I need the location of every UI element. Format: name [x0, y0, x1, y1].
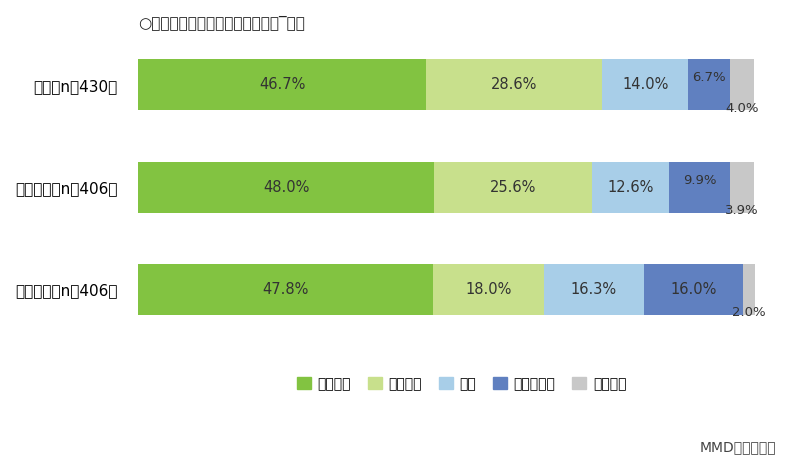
Text: 18.0%: 18.0%	[465, 282, 511, 297]
Bar	[138, 59, 426, 110]
Bar	[730, 59, 754, 110]
Text: 48.0%: 48.0%	[263, 180, 310, 194]
Text: 28.6%: 28.6%	[491, 77, 538, 92]
Bar	[670, 162, 730, 213]
Bar	[426, 59, 602, 110]
Text: 16.0%: 16.0%	[670, 282, 717, 297]
Text: 2.0%: 2.0%	[732, 306, 766, 319]
Text: 9.9%: 9.9%	[683, 174, 717, 187]
Bar	[602, 59, 688, 110]
Text: 16.3%: 16.3%	[570, 282, 617, 297]
Bar	[138, 162, 434, 213]
Text: ○日々の食事内容、昼食（単数）‾国別: ○日々の食事内容、昼食（単数）‾国別	[138, 15, 306, 30]
Text: 25.6%: 25.6%	[490, 180, 536, 194]
Bar	[433, 264, 543, 315]
Text: 12.6%: 12.6%	[607, 180, 654, 194]
Bar	[138, 264, 433, 315]
Text: 47.8%: 47.8%	[262, 282, 309, 297]
Bar	[644, 264, 742, 315]
Text: MMD研究所調べ: MMD研究所調べ	[699, 440, 776, 454]
Text: 14.0%: 14.0%	[622, 77, 668, 92]
Bar	[742, 264, 755, 315]
Text: 3.9%: 3.9%	[726, 204, 759, 217]
Text: 46.7%: 46.7%	[259, 77, 306, 92]
Bar	[688, 59, 730, 110]
Bar	[543, 264, 644, 315]
Bar	[592, 162, 670, 213]
Text: 6.7%: 6.7%	[692, 71, 726, 84]
Legend: 家庭内食, 家庭中食, 外食, 給食・社食, 生べない: 家庭内食, 家庭中食, 外食, 給食・社食, 生べない	[291, 371, 632, 397]
Bar	[730, 162, 754, 213]
Text: 4.0%: 4.0%	[725, 101, 758, 114]
Bar	[434, 162, 592, 213]
